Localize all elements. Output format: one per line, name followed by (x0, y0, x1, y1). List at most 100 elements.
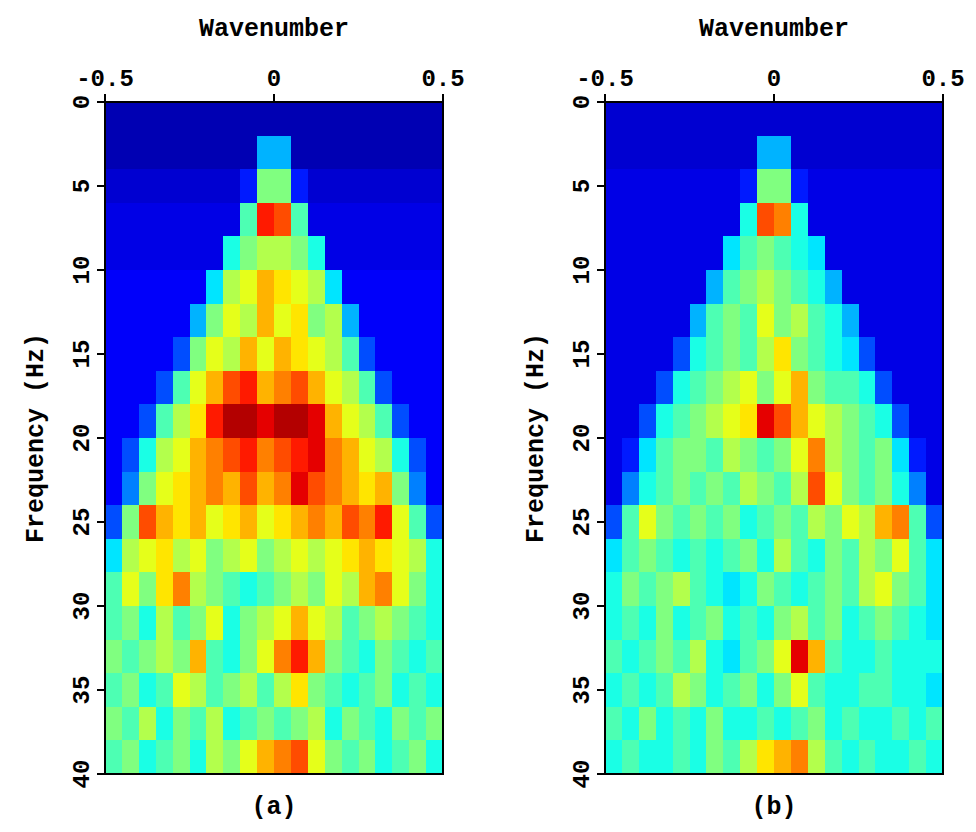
heatmap-cell (409, 572, 427, 606)
y-tick-label: 40 (69, 760, 96, 789)
heatmap-cell (173, 404, 191, 438)
heatmap-cell (342, 270, 360, 304)
heatmap-cell (409, 102, 427, 136)
heatmap-cell (206, 539, 224, 573)
heatmap-cell (359, 136, 377, 170)
heatmap-cell (156, 404, 174, 438)
heatmap-cell (240, 438, 258, 472)
heatmap-cell (740, 304, 758, 338)
heatmap-cell (206, 136, 224, 170)
heatmap-cell (622, 371, 640, 405)
heatmap-cell (605, 236, 623, 270)
heatmap-cell (656, 606, 674, 640)
heatmap-cell (791, 572, 809, 606)
heatmap-cell (240, 203, 258, 237)
heatmap-cell (190, 169, 208, 203)
heatmap-cell (791, 371, 809, 405)
heatmap-cell (122, 438, 139, 472)
heatmap-cell (156, 438, 174, 472)
heatmap-cell (156, 169, 174, 203)
heatmap-cell (257, 539, 275, 573)
heatmap-cell (139, 236, 157, 270)
heatmap-cell (409, 203, 427, 237)
heatmap-cell (206, 673, 224, 707)
heatmap-cell (392, 572, 410, 606)
heatmap-cell (673, 337, 691, 371)
heatmap-cell (808, 539, 826, 573)
heatmap-cell (274, 270, 292, 304)
heatmap-cell (122, 673, 139, 707)
heatmap-cell (622, 472, 640, 506)
heatmap-cell (622, 136, 640, 170)
heatmap-cell (223, 270, 241, 304)
heatmap-cell (926, 337, 943, 371)
heatmap-cell (325, 136, 343, 170)
heatmap-cell (190, 304, 208, 338)
y-tick (97, 101, 105, 103)
heatmap-cell (723, 707, 741, 741)
heatmap-cell (257, 740, 275, 774)
heatmap-cell (359, 337, 377, 371)
heatmap-cell (825, 371, 843, 405)
heatmap-cell (673, 102, 691, 136)
heatmap-cell (190, 606, 208, 640)
heatmap-cell (342, 371, 360, 405)
y-axis-title: Frequency (Hz) (522, 333, 551, 543)
heatmap-cell (690, 539, 708, 573)
heatmap-cell (892, 740, 910, 774)
heatmap-cell (105, 236, 123, 270)
heatmap-cell (909, 640, 927, 674)
heatmap-cell (375, 337, 393, 371)
heatmap-cell (240, 472, 258, 506)
heatmap-cell (291, 270, 309, 304)
heatmap-cell (156, 371, 174, 405)
heatmap-cell (926, 740, 943, 774)
heatmap-cell (105, 304, 123, 338)
heatmap-cell (122, 270, 139, 304)
heatmap-cell (426, 572, 443, 606)
heatmap-cell (791, 404, 809, 438)
heatmap-cell (706, 606, 724, 640)
heatmap-cell (223, 740, 241, 774)
heatmap-cell (206, 337, 224, 371)
heatmap-cell (774, 505, 792, 539)
heatmap-cell (622, 203, 640, 237)
heatmap-cell (875, 539, 893, 573)
heatmap-cell (274, 472, 292, 506)
heatmap-cell (825, 169, 843, 203)
heatmap-cell (308, 539, 326, 573)
heatmap-cell (909, 606, 927, 640)
heatmap-cell (308, 505, 326, 539)
y-tick-label: 5 (69, 179, 96, 193)
heatmap-cell (690, 136, 708, 170)
heatmap-cell (875, 572, 893, 606)
heatmap-cell (392, 472, 410, 506)
heatmap-cell (291, 169, 309, 203)
heatmap-cell (706, 640, 724, 674)
heatmap-cell (206, 371, 224, 405)
heatmap-cell (308, 740, 326, 774)
heatmap-cell (257, 270, 275, 304)
heatmap-cell (240, 236, 258, 270)
heatmap-cell (156, 505, 174, 539)
heatmap-cell (173, 640, 191, 674)
heatmap-cell (909, 572, 927, 606)
heatmap-cell (308, 169, 326, 203)
heatmap-cell (291, 136, 309, 170)
heatmap-cell (426, 136, 443, 170)
heatmap-cell (622, 606, 640, 640)
heatmap-cell (605, 640, 623, 674)
heatmap-cell (122, 505, 139, 539)
heatmap-cell (274, 169, 292, 203)
heatmap-cell (656, 673, 674, 707)
heatmap-cell (859, 438, 877, 472)
panel: -0.500.5Wavenumber0510152025303540Freque… (522, 15, 965, 822)
heatmap-cell (122, 236, 139, 270)
heatmap-cell (122, 102, 139, 136)
heatmap-cell (359, 102, 377, 136)
heatmap-cell (774, 673, 792, 707)
heatmap-cell (892, 203, 910, 237)
heatmap-cell (859, 102, 877, 136)
heatmap-cell (723, 169, 741, 203)
heatmap-cell (791, 539, 809, 573)
